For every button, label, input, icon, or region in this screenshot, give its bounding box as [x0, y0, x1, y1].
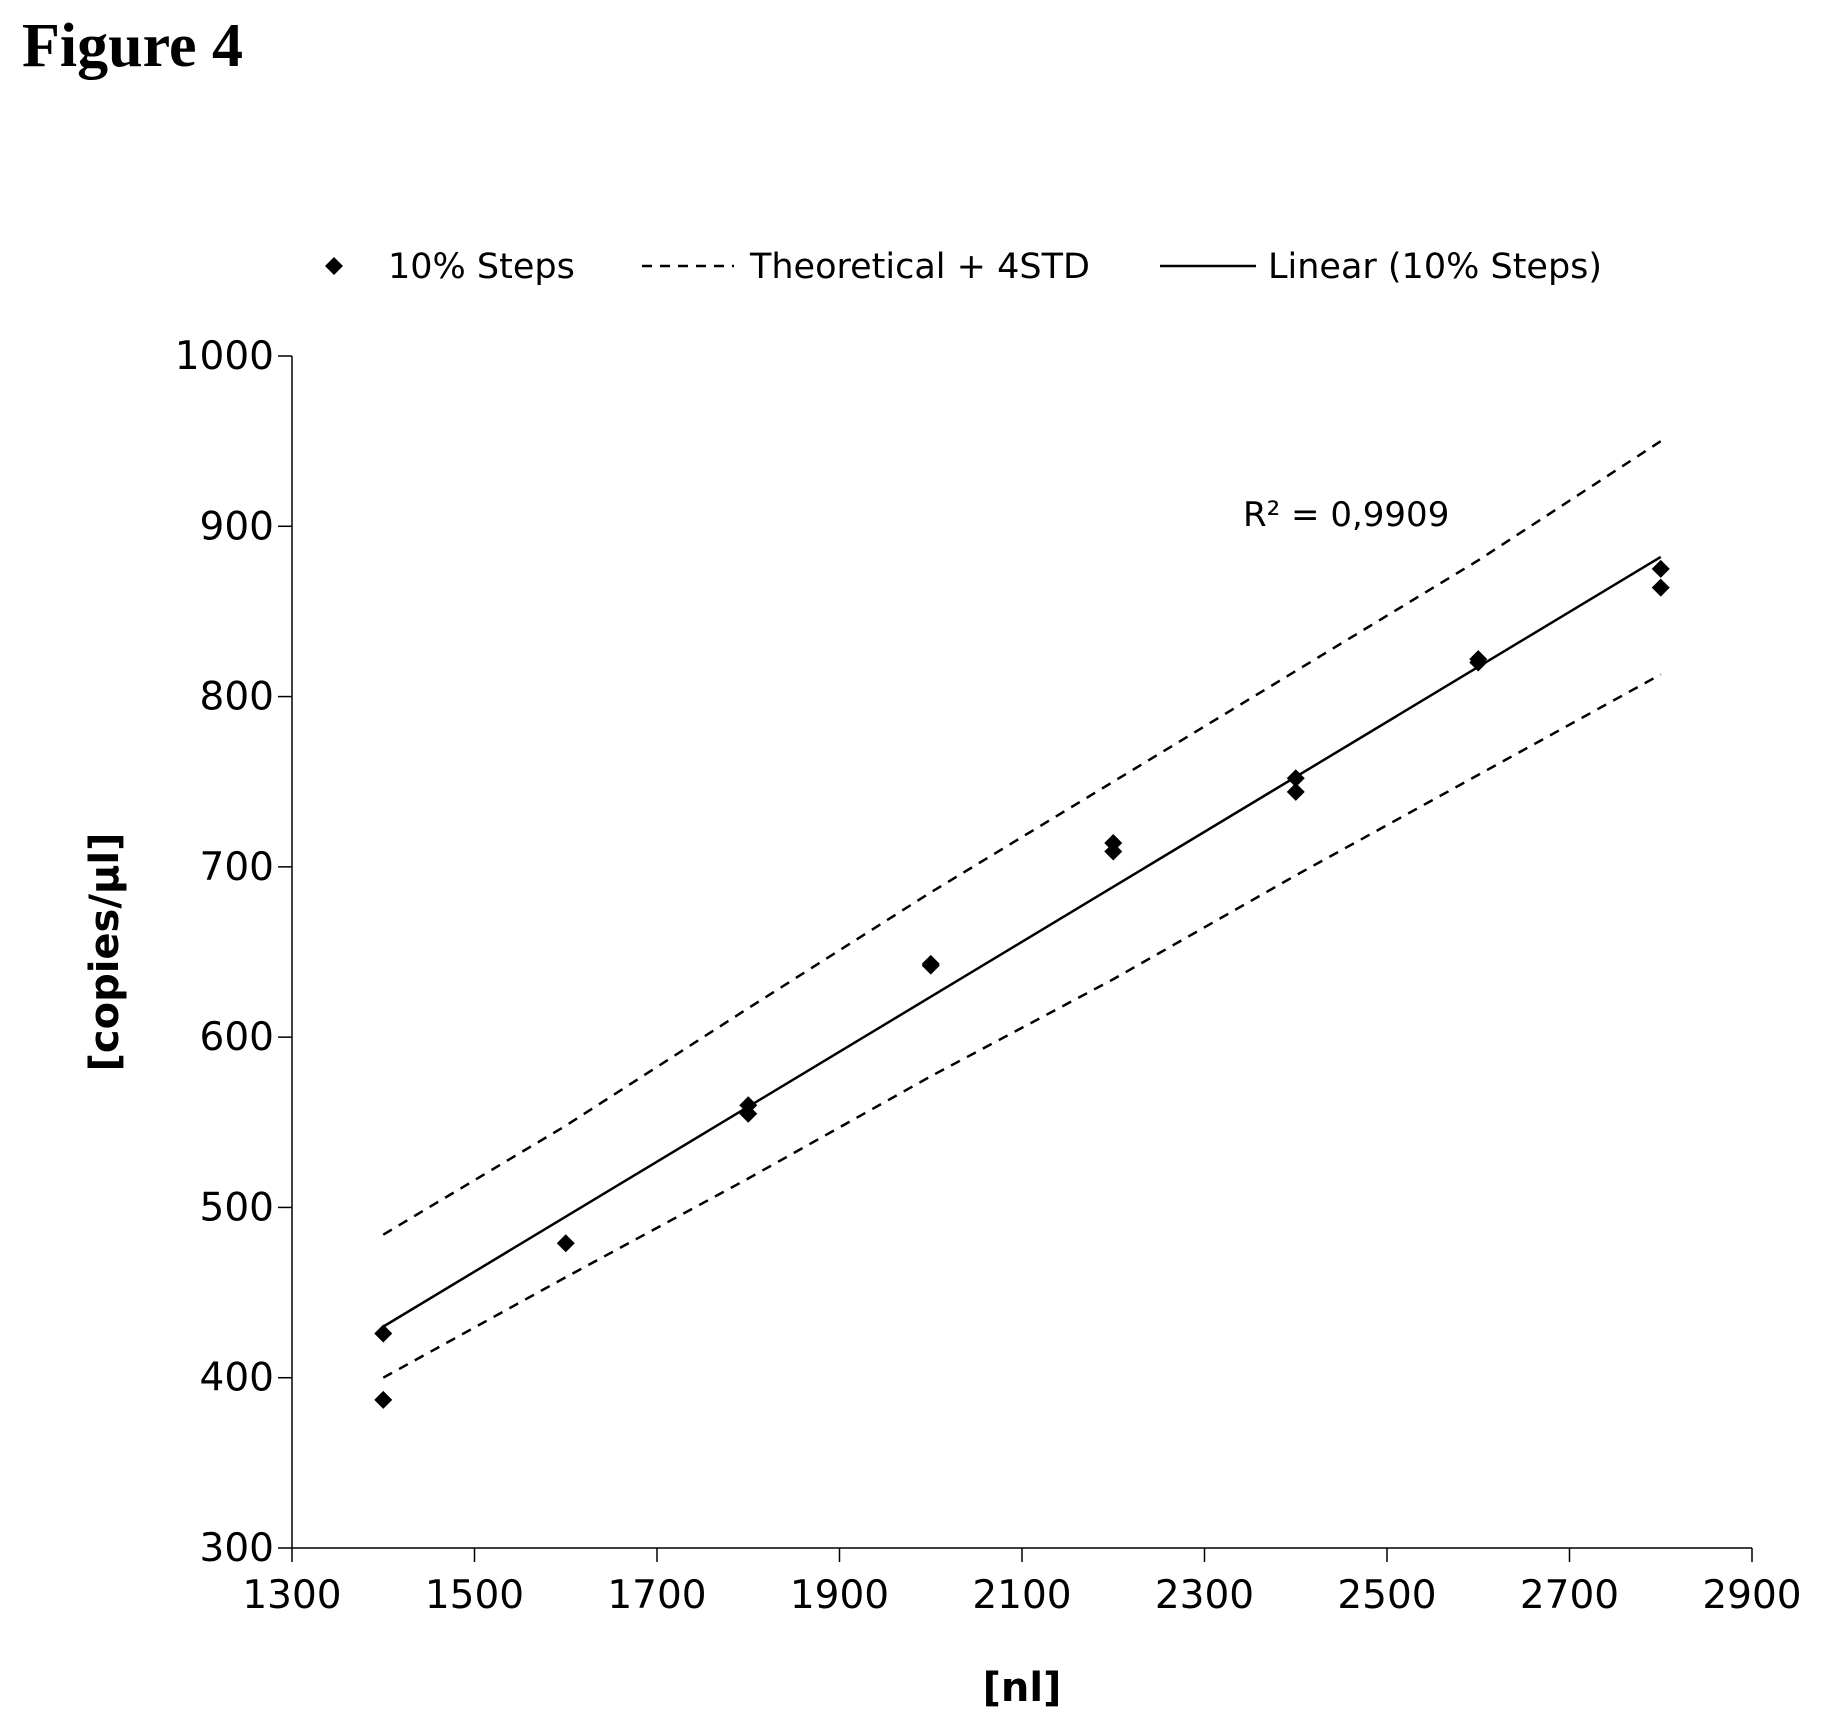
data-point: [1286, 769, 1305, 788]
y-axis-title: [copies/µl]: [82, 833, 128, 1072]
y-tick-label: 700: [200, 845, 274, 890]
x-axis-title: [nl]: [983, 1665, 1062, 1711]
x-tick-label: 2500: [1337, 1573, 1436, 1618]
theoretical-lower-bound-line: [382, 673, 1662, 1379]
x-tick-label: 1300: [242, 1573, 341, 1618]
figure-title: Figure 4: [22, 12, 243, 80]
r-squared-annotation: R² = 0,9909: [1243, 495, 1449, 535]
x-tick-label: 2700: [1520, 1573, 1619, 1618]
y-tick-label: 600: [200, 1015, 274, 1060]
legend-label-linear: Linear (10% Steps): [1268, 247, 1602, 287]
data-point: [374, 1324, 393, 1343]
y-tick-label: 1000: [175, 334, 274, 379]
x-tick-label: 1500: [425, 1573, 524, 1618]
y-tick-label: 500: [200, 1185, 274, 1230]
chart-legend: 10% Steps Theoretical + 4STD Linear (10%…: [325, 247, 1602, 287]
x-tick-label: 2900: [1702, 1573, 1801, 1618]
data-point: [921, 956, 940, 975]
legend-label-theoretical: Theoretical + 4STD: [749, 247, 1090, 287]
x-tick-label: 2300: [1155, 1573, 1254, 1618]
data-point: [1286, 782, 1305, 801]
x-tick-label: 1700: [607, 1573, 706, 1618]
legend-label-steps: 10% Steps: [388, 247, 575, 287]
y-tick-label: 800: [200, 675, 274, 720]
linear-trendline: [382, 555, 1662, 1328]
data-point: [1651, 578, 1670, 597]
axis-ticks: 300 400 500 600 700 800 900 1000 1300 1500 1700 190…: [175, 334, 1802, 1618]
data-point: [556, 1234, 575, 1253]
plot-points: [374, 559, 1670, 1409]
data-point: [1651, 559, 1670, 578]
y-tick-label: 900: [200, 504, 274, 549]
data-point: [1469, 653, 1488, 672]
legend-marker-diamond: [325, 257, 343, 275]
y-tick-label: 400: [200, 1356, 274, 1401]
x-tick-label: 1900: [790, 1573, 889, 1618]
data-point: [374, 1390, 393, 1409]
data-point: [739, 1104, 758, 1123]
y-tick-label: 300: [200, 1526, 274, 1571]
plot-lines: [382, 440, 1662, 1379]
theoretical-upper-bound-line: [382, 440, 1662, 1236]
data-point: [1104, 842, 1123, 861]
x-tick-label: 2100: [972, 1573, 1071, 1618]
